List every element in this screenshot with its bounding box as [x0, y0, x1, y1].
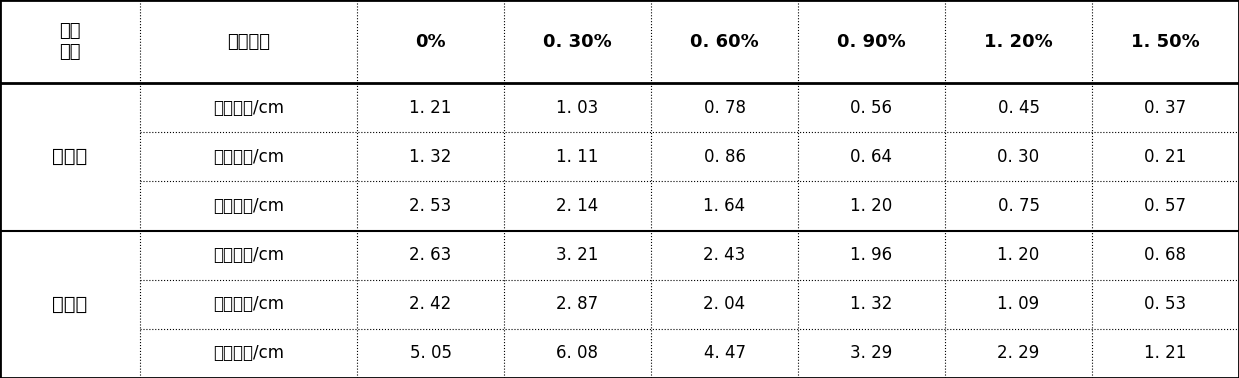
Text: 5. 05: 5. 05	[410, 344, 451, 363]
Text: 2. 04: 2. 04	[704, 295, 746, 313]
Text: 测定指标: 测定指标	[227, 33, 270, 51]
Text: 1. 50%: 1. 50%	[1131, 33, 1199, 51]
Text: 1. 20%: 1. 20%	[984, 33, 1053, 51]
Text: 0%: 0%	[415, 33, 446, 51]
Text: 0. 75: 0. 75	[997, 197, 1040, 215]
Text: 0. 90%: 0. 90%	[838, 33, 906, 51]
Text: 胚根长度/cm: 胚根长度/cm	[213, 295, 284, 313]
Text: 第３天: 第３天	[52, 147, 88, 166]
Text: 幼苗总长/cm: 幼苗总长/cm	[213, 344, 284, 363]
Text: 1. 96: 1. 96	[850, 246, 892, 264]
Text: 2. 53: 2. 53	[409, 197, 452, 215]
Text: 1. 32: 1. 32	[850, 295, 892, 313]
Text: 2. 42: 2. 42	[409, 295, 452, 313]
Text: 0. 86: 0. 86	[704, 148, 746, 166]
Text: 3. 29: 3. 29	[850, 344, 892, 363]
Text: 0. 21: 0. 21	[1145, 148, 1187, 166]
Text: 1. 32: 1. 32	[409, 148, 452, 166]
Text: 2. 43: 2. 43	[704, 246, 746, 264]
Text: 0. 30: 0. 30	[997, 148, 1040, 166]
Text: 0. 60%: 0. 60%	[690, 33, 758, 51]
Text: 1. 20: 1. 20	[997, 246, 1040, 264]
Text: 2. 87: 2. 87	[556, 295, 598, 313]
Text: 2. 29: 2. 29	[997, 344, 1040, 363]
Text: 幼苗总长/cm: 幼苗总长/cm	[213, 197, 284, 215]
Text: 1. 20: 1. 20	[850, 197, 892, 215]
Text: 0. 45: 0. 45	[997, 99, 1040, 117]
Text: 4. 47: 4. 47	[704, 344, 746, 363]
Text: 0. 56: 0. 56	[850, 99, 892, 117]
Text: 0. 30%: 0. 30%	[543, 33, 612, 51]
Text: 1. 64: 1. 64	[704, 197, 746, 215]
Text: 6. 08: 6. 08	[556, 344, 598, 363]
Text: 1. 09: 1. 09	[997, 295, 1040, 313]
Text: 1. 11: 1. 11	[556, 148, 598, 166]
Text: 0. 57: 0. 57	[1145, 197, 1187, 215]
Text: 胚根长度/cm: 胚根长度/cm	[213, 148, 284, 166]
Text: 测定
时间: 测定 时间	[59, 22, 81, 61]
Text: 1. 21: 1. 21	[1145, 344, 1187, 363]
Text: 2. 63: 2. 63	[409, 246, 452, 264]
Text: 3. 21: 3. 21	[556, 246, 598, 264]
Text: 第６天: 第６天	[52, 295, 88, 314]
Text: 0. 78: 0. 78	[704, 99, 746, 117]
Text: 胚芽长度/cm: 胚芽长度/cm	[213, 246, 284, 264]
Text: 1. 03: 1. 03	[556, 99, 598, 117]
Text: 0. 64: 0. 64	[850, 148, 892, 166]
Text: 1. 21: 1. 21	[409, 99, 452, 117]
Text: 0. 53: 0. 53	[1145, 295, 1187, 313]
Text: 胚芽长度/cm: 胚芽长度/cm	[213, 99, 284, 117]
Text: 0. 68: 0. 68	[1145, 246, 1187, 264]
Text: 2. 14: 2. 14	[556, 197, 598, 215]
Text: 0. 37: 0. 37	[1145, 99, 1187, 117]
